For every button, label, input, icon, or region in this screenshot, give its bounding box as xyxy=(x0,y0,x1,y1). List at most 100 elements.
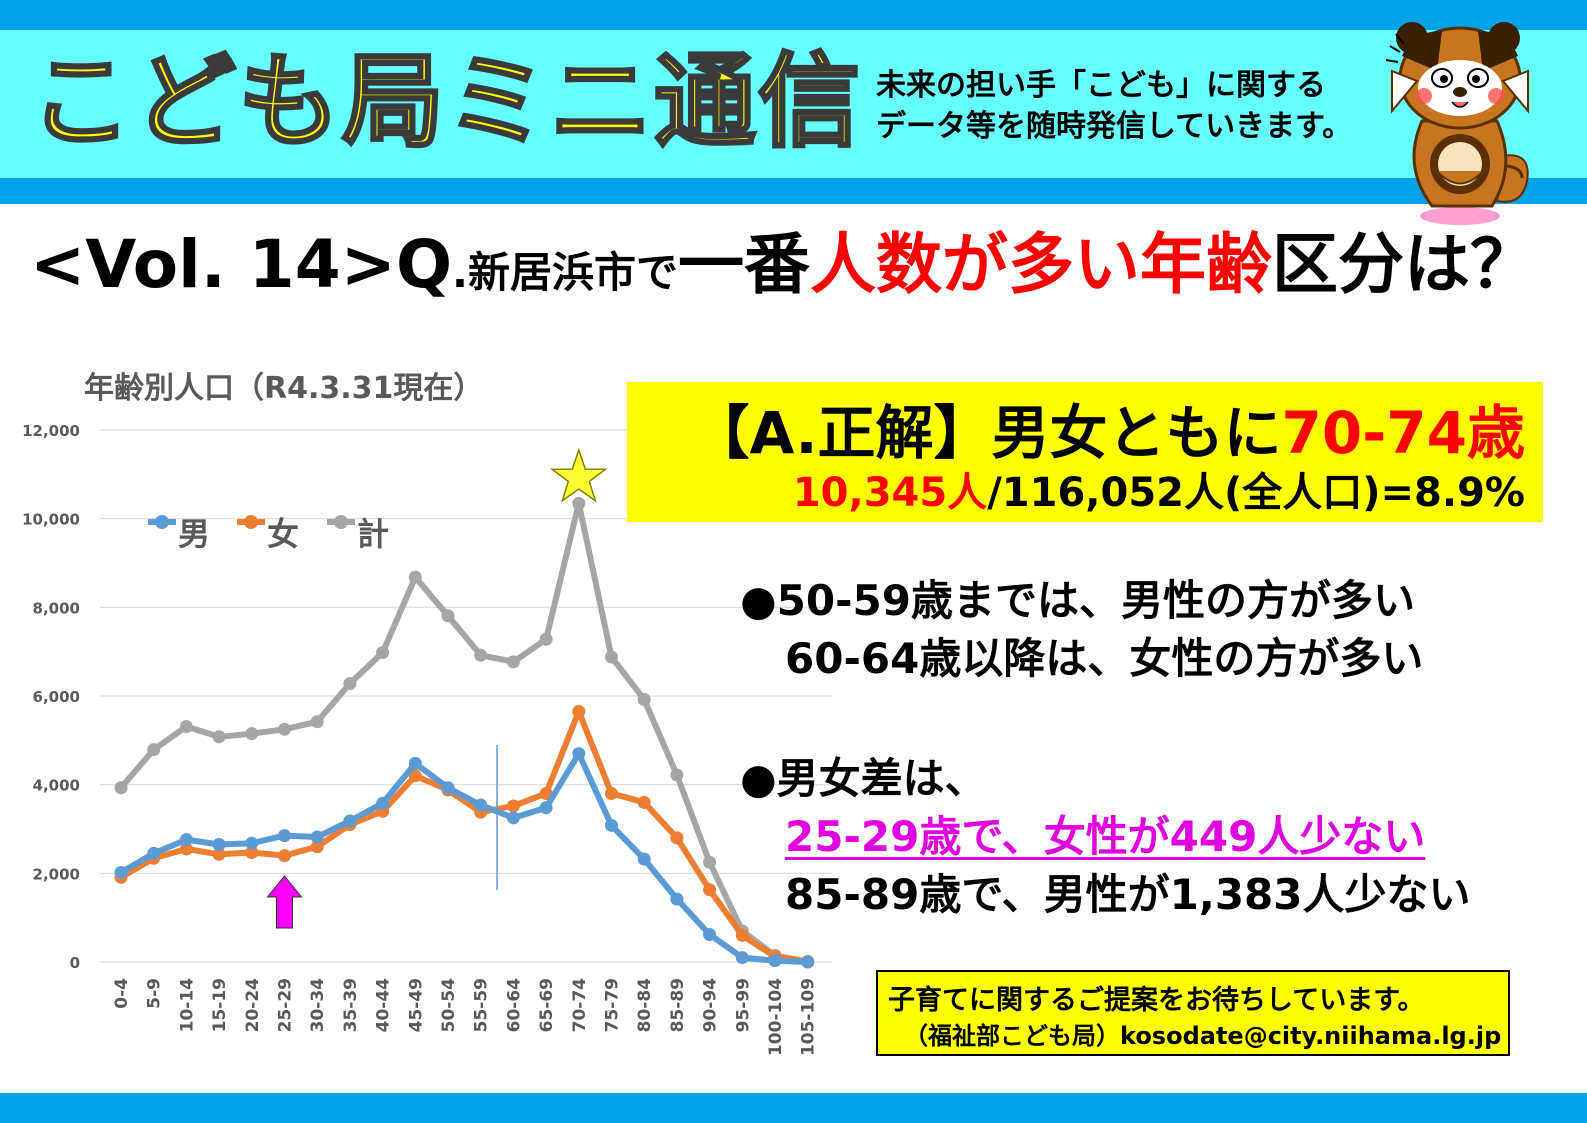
legend-marker xyxy=(244,515,258,529)
vol-number: <Vol. 14> xyxy=(30,226,396,303)
data-point xyxy=(474,648,488,662)
newsletter-title: こども局ミニ通信 xyxy=(29,43,862,162)
series-line xyxy=(118,708,811,965)
data-point xyxy=(670,892,684,906)
question-highlight: 人数が多い年齢 xyxy=(810,226,1273,303)
x-tick-label: 0-4 xyxy=(112,978,132,1009)
data-point xyxy=(572,747,586,761)
data-point xyxy=(179,833,193,847)
data-point xyxy=(572,496,586,510)
answer-main: 【A.正解】男女ともに70-74歳 xyxy=(692,386,1526,470)
answer-count: 10,345人 xyxy=(792,470,988,516)
x-tick-label: 90-94 xyxy=(701,978,721,1033)
subtitle-line-1: 未来の担い手「こども」に関する xyxy=(876,68,1326,103)
data-point xyxy=(245,727,259,741)
top-band xyxy=(0,0,1587,30)
x-tick-label: 85-89 xyxy=(668,978,688,1032)
data-point xyxy=(441,781,455,795)
y-tick-label: 2,000 xyxy=(33,865,80,883)
question-part3: 区分は？ xyxy=(1272,226,1537,303)
data-point xyxy=(408,769,422,783)
answer-ratio: /116,052人(全人口)=8.9% xyxy=(987,470,1525,516)
data-point xyxy=(114,781,128,795)
x-tick-label: 35-39 xyxy=(341,978,361,1032)
mascot-illustration xyxy=(1385,22,1529,225)
bullet-2-line-2: 25-29歳で、女性が449人少ない xyxy=(785,812,1426,861)
bullet-1-line-2: 60-64歳以降は、女性の方が多い xyxy=(785,634,1424,683)
star-icon xyxy=(549,447,608,503)
series-line xyxy=(118,750,811,965)
bullet-2-line-3: 85-89歳で、男性が1,383人少ない xyxy=(785,870,1471,919)
data-point xyxy=(212,730,226,744)
data-point xyxy=(147,846,161,860)
data-point xyxy=(376,796,390,810)
data-point xyxy=(637,795,651,809)
answer-age-group: 70-74歳 xyxy=(1281,399,1526,467)
data-point xyxy=(539,632,553,646)
chart-title: 年齢別人口（R4.3.31現在） xyxy=(84,371,483,406)
data-point xyxy=(506,811,520,825)
mascot-shadow xyxy=(1420,207,1500,225)
data-point xyxy=(703,883,717,897)
x-tick-label: 40-44 xyxy=(374,978,394,1033)
contact-line-2: （福祉部こども局）kosodate@city.niihama.lg.jp xyxy=(904,1022,1502,1050)
chart-x-tick-labels: 0-4 5-9 10-14 15-19 20-24 25-29 30-34 35-39 40-4… xyxy=(112,978,819,1056)
data-point xyxy=(179,720,193,734)
x-tick-label: 55-59 xyxy=(472,978,492,1032)
data-point xyxy=(376,646,390,660)
x-tick-label: 20-24 xyxy=(243,978,263,1033)
chart-series xyxy=(114,496,815,969)
x-tick-label: 95-99 xyxy=(733,978,753,1032)
x-tick-label: 50-54 xyxy=(439,978,459,1033)
legend-marker xyxy=(155,515,169,529)
data-point xyxy=(245,836,259,850)
x-tick-label: 45-49 xyxy=(406,978,426,1032)
data-point xyxy=(441,609,455,623)
data-point xyxy=(408,756,422,770)
data-point xyxy=(506,655,520,669)
question-city: 新居浜市で xyxy=(468,248,679,297)
x-tick-label: 80-84 xyxy=(635,978,655,1033)
data-point xyxy=(310,840,324,854)
x-tick-label: 25-29 xyxy=(276,978,296,1032)
question-dot: . xyxy=(452,248,469,297)
answer-main-text: 【A.正解】男女ともに xyxy=(691,399,1282,467)
x-tick-label: 5-9 xyxy=(145,978,165,1009)
data-point xyxy=(670,768,684,782)
data-point xyxy=(474,798,488,812)
data-point xyxy=(605,787,618,801)
bullet-list: ●50-59歳までは、男性の方が多い 60-64歳以降は、女性の方が多い ●男女… xyxy=(740,572,1471,924)
middle-band xyxy=(0,178,1587,204)
contact-box: 子育てに関するご提案をお待ちしています。 （福祉部こども局）kosodate@c… xyxy=(876,970,1510,1056)
data-point xyxy=(768,954,782,968)
data-point xyxy=(278,829,291,843)
y-tick-label: 0 xyxy=(70,954,80,972)
x-tick-label: 10-14 xyxy=(177,978,197,1033)
x-tick-label: 105-109 xyxy=(799,978,819,1056)
data-point xyxy=(735,951,749,965)
header-banner xyxy=(0,30,1587,178)
bullet-2-line-1: ●男女差は、 xyxy=(740,754,987,803)
data-point xyxy=(637,852,651,866)
data-point xyxy=(703,928,717,942)
data-point xyxy=(572,705,586,719)
y-tick-label: 8,000 xyxy=(33,599,80,617)
data-point xyxy=(278,722,291,736)
data-point xyxy=(735,928,749,942)
bottom-band xyxy=(0,1093,1587,1123)
data-point xyxy=(703,855,717,869)
age-population-chart: 0 2,000 4,000 6,000 8,000 10,000 12,000 0-4 5-9… xyxy=(22,371,832,1056)
x-tick-label: 100-104 xyxy=(766,978,786,1056)
data-point xyxy=(310,830,324,844)
data-point xyxy=(212,838,226,852)
x-tick-label: 60-64 xyxy=(504,978,524,1033)
data-point xyxy=(539,801,553,815)
data-point xyxy=(637,693,651,707)
answer-box: 【A.正解】男女ともに70-74歳 10,345人/116,052人(全人口)=… xyxy=(627,382,1543,522)
data-point xyxy=(670,831,684,845)
y-tick-label: 10,000 xyxy=(22,511,80,529)
x-tick-label: 70-74 xyxy=(570,978,590,1033)
data-point xyxy=(506,799,520,813)
data-point xyxy=(343,677,357,691)
data-point xyxy=(245,845,259,859)
